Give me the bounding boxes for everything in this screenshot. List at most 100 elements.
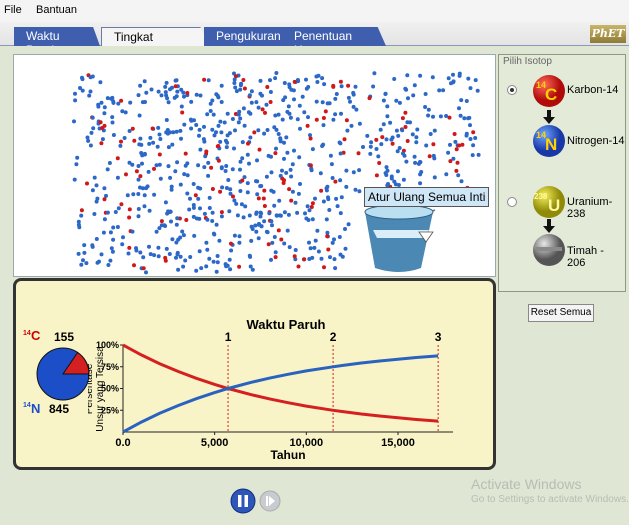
carbon-nucleus-dot: [308, 136, 313, 141]
nitrogen-nucleus-dot: [269, 219, 274, 224]
nitrogen-nucleus-dot: [351, 104, 356, 109]
nitrogen-nucleus-dot: [400, 128, 405, 133]
nitrogen-nucleus-dot: [100, 137, 105, 142]
nitrogen-nucleus-dot: [223, 169, 228, 173]
nitrogen-nucleus-dot: [126, 251, 131, 256]
tab-half-life[interactable]: Waktu Paruh: [14, 27, 100, 46]
nitrogen-nucleus-dot: [308, 133, 312, 138]
nitrogen-nucleus-dot: [228, 267, 233, 272]
nitrogen-nucleus-dot: [96, 104, 101, 109]
nitrogen-nucleus-dot: [327, 101, 332, 106]
nitrogen-nucleus-dot: [264, 174, 269, 179]
nitrogen-nucleus-dot: [223, 262, 228, 267]
nitrogen-nucleus-dot: [255, 158, 259, 163]
nitrogen-nucleus-dot: [338, 141, 343, 146]
nitrogen-nucleus-dot: [134, 248, 139, 253]
nitrogen-nucleus-dot: [395, 149, 400, 154]
nitrogen-nucleus-dot: [357, 189, 362, 194]
reset-all-nuclei-button[interactable]: Atur Ulang Semua Inti: [364, 187, 490, 207]
nitrogen-nucleus-dot: [234, 89, 239, 94]
nitrogen-nucleus-dot: [94, 183, 99, 188]
nitrogen-nucleus-dot: [80, 88, 85, 93]
carbon-nucleus-dot: [98, 120, 103, 125]
activate-windows-heading: Activate Windows: [471, 476, 582, 492]
nitrogen-nucleus-dot: [212, 133, 217, 138]
nitrogen-nucleus-dot: [82, 250, 87, 255]
nitrogen-nucleus-dot: [243, 204, 248, 209]
nitrogen-nucleus-dot: [188, 196, 192, 201]
y-tick-label: 75%: [101, 362, 119, 372]
nitrogen-nucleus-dot: [219, 165, 224, 170]
x-tick-label: 0.0: [115, 437, 130, 449]
nitrogen-nucleus-dot: [125, 193, 130, 198]
nitrogen-nucleus-dot: [178, 254, 183, 259]
nitrogen-nucleus-dot: [283, 95, 288, 100]
nitrogen-nucleus-dot: [247, 93, 252, 98]
nitrogen-nucleus-dot: [401, 177, 406, 182]
bucket-icon[interactable]: [359, 200, 439, 275]
nitrogen-nucleus-dot: [343, 227, 347, 231]
nitrogen-nucleus-dot: [187, 207, 192, 212]
menu-help[interactable]: Bantuan: [36, 4, 77, 16]
nitrogen-nucleus-dot: [320, 76, 325, 81]
nitrogen-nucleus-dot: [128, 100, 133, 105]
nitrogen-nucleus-dot: [273, 76, 278, 81]
nitrogen-nucleus-dot: [389, 176, 394, 181]
nitrogen-nucleus-dot: [202, 165, 207, 170]
nitrogen-nucleus-dot: [175, 216, 180, 221]
pause-button[interactable]: [230, 488, 256, 514]
carbon-nucleus-dot: [292, 254, 297, 259]
nitrogen-nucleus-dot: [262, 219, 267, 224]
menu-file[interactable]: File: [4, 4, 22, 16]
nitrogen-nucleus-dot: [206, 78, 211, 83]
tab-decay-rates[interactable]: Tingkat Peluruhan: [101, 27, 209, 46]
nitrogen-nucleus-dot: [92, 175, 97, 180]
nitrogen-nucleus-dot: [286, 104, 291, 109]
nitrogen-nucleus-dot: [101, 230, 106, 235]
nitrogen-nucleus-dot: [306, 115, 310, 120]
nitrogen-nucleus-dot: [268, 90, 273, 94]
uranium-238-radio[interactable]: [507, 197, 517, 207]
tab-dating-game[interactable]: Penentuan Umur: [282, 27, 386, 46]
carbon-nucleus-dot: [323, 109, 328, 114]
nitrogen-nucleus-dot: [196, 163, 201, 168]
nitrogen-nucleus-dot: [468, 86, 473, 91]
nitrogen-nucleus-dot: [419, 170, 424, 174]
half-life-chart: Waktu Paruh 25% 50% 75% 100% 0.0 5,000 10,000 15…: [88, 317, 453, 462]
carbon-nucleus-dot: [326, 247, 331, 252]
nitrogen-nucleus-dot: [256, 105, 261, 110]
nitrogen-nucleus-dot: [326, 197, 331, 202]
carbon-nucleus-dot: [183, 151, 188, 156]
menu-bar: File Bantuan: [0, 0, 629, 22]
carbon-14-radio[interactable]: [507, 85, 517, 95]
nitrogen-nucleus-dot: [152, 192, 157, 197]
nitrogen-nucleus-dot: [233, 128, 237, 133]
carbon-nucleus-dot: [185, 91, 190, 95]
nitrogen-nucleus-dot: [329, 162, 334, 167]
nitrogen-nucleus-dot: [346, 222, 351, 227]
tab-measurement[interactable]: Pengukuran: [204, 27, 290, 46]
nitrogen-nucleus-dot: [384, 165, 389, 170]
carbon-nucleus-dot: [184, 218, 189, 222]
nitrogen-nucleus-dot: [181, 90, 186, 95]
nitrogen-nucleus-dot: [282, 156, 286, 161]
pie-parent-count: 155: [54, 330, 74, 344]
nitrogen-nucleus-dot: [147, 208, 152, 213]
nitrogen-nucleus-dot: [432, 128, 437, 133]
carbon-nucleus-dot: [292, 79, 297, 84]
nitrogen-nucleus-dot: [109, 96, 114, 101]
step-button[interactable]: [259, 490, 281, 512]
nitrogen-nucleus-dot: [245, 190, 250, 195]
reset-all-button[interactable]: Reset Semua: [528, 304, 594, 322]
nitrogen-nucleus-dot: [330, 240, 335, 245]
nitrogen-nucleus-dot: [238, 189, 243, 193]
nitrogen-nucleus-dot: [333, 266, 338, 271]
nitrogen-nucleus-dot: [76, 251, 81, 256]
nitrogen-nucleus-dot: [282, 81, 287, 85]
carbon-nucleus-dot: [265, 85, 270, 89]
nitrogen-nucleus-dot: [88, 143, 93, 148]
nitrogen-nucleus-dot: [274, 146, 278, 151]
nitrogen-nucleus-dot: [194, 123, 199, 127]
nitrogen-nucleus-dot: [276, 112, 281, 117]
nitrogen-nucleus-dot: [174, 240, 179, 245]
